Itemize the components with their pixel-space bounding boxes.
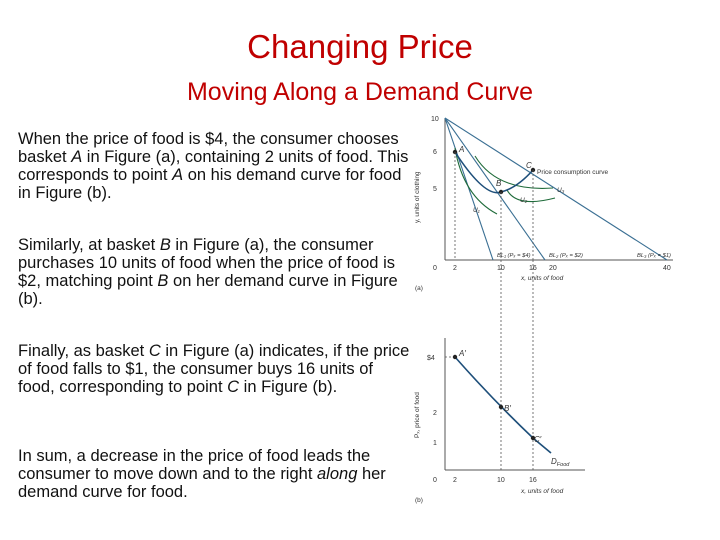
point-a-prime: [452, 354, 458, 360]
fig-b-x-tick: 2: [453, 477, 457, 484]
figure-b: $4 2 1 Pₓ, price of food A′ B′ C′ DFood …: [414, 338, 585, 504]
point-b-prime-label: B′: [504, 404, 511, 413]
budget-line-2: [444, 117, 546, 261]
point-b-prime: [498, 404, 504, 410]
paragraph-text: Finally, as basket: [18, 342, 149, 360]
paragraph-text: When the price of food is $4, the consum…: [18, 130, 399, 166]
paragraph-italic-text: along: [317, 465, 358, 483]
paragraph-text: on her demand curve in Figure (b).: [18, 272, 398, 308]
fig-a-x-tick: 20: [549, 265, 557, 272]
fig-b-y-tick: 2: [433, 410, 437, 417]
paragraph-text: in Figure (a), the consumer purchases 10…: [18, 236, 395, 290]
budget-line-1: [444, 117, 494, 261]
fig-b-x-axis-label: x, units of food: [520, 488, 564, 495]
paragraph-italic-text: B: [157, 272, 169, 290]
fig-a-x-tick: 2: [453, 265, 457, 272]
paragraph-text: In sum, a decrease in the price of food …: [18, 447, 371, 483]
fig-a-y-tick: 6: [433, 149, 437, 156]
paragraph-price-1: Finally, as basket C in Figure (a) indic…: [18, 342, 410, 396]
u3-label: U₃: [557, 187, 565, 194]
indifference-curve-u1: [454, 147, 498, 215]
paragraph-text: in Figure (a) indicates, if the price of…: [18, 342, 410, 396]
fig-b-x-tick: 10: [497, 477, 505, 484]
point-c-label: C: [526, 161, 532, 170]
budget-line-3: [444, 117, 668, 261]
point-c-prime: [530, 435, 536, 441]
demand-derivation-figure: 10 6 5 y, units of clothing A B C Price …: [414, 116, 673, 504]
fig-a-y-tick: 5: [433, 186, 437, 193]
fig-a-x-tick: 0: [433, 265, 437, 272]
demand-label: DFood: [551, 457, 570, 468]
slide-title: Changing Price: [247, 28, 473, 65]
paragraph-text: Similarly, at basket: [18, 236, 160, 254]
point-b-label: B: [496, 179, 502, 188]
fig-b-x-tick: 0: [433, 477, 437, 484]
budget-label-3: BL₃ (Pₓ = $1): [637, 253, 671, 259]
paragraph-italic-text: C: [148, 342, 161, 360]
demand-curve: [454, 356, 552, 454]
fig-b-y-tick: $4: [427, 355, 435, 362]
paragraph-italic-text: A: [172, 166, 184, 184]
u2-label: U₂: [520, 197, 528, 204]
slide-subtitle: Moving Along a Demand Curve: [186, 78, 534, 106]
paragraph-text: in Figure (b).: [239, 378, 338, 396]
point-a-prime-label: A′: [458, 349, 466, 358]
point-a-label: A: [458, 145, 464, 154]
fig-a-y-axis-label: y, units of clothing: [414, 171, 421, 223]
fig-b-y-axis-label: Pₓ, price of food: [414, 392, 421, 438]
fig-a-x-tick: 40: [663, 265, 671, 272]
fig-a-panel-label: (a): [415, 285, 423, 292]
paragraph-price-4: When the price of food is $4, the consum…: [18, 130, 410, 202]
paragraph-text: on his demand curve for food in Figure (…: [18, 166, 402, 202]
paragraph-text: in Figure (a), containing 2 units of foo…: [18, 148, 409, 184]
paragraph-price-2: Similarly, at basket B in Figure (a), th…: [18, 236, 410, 308]
fig-a-y-tick: 10: [431, 116, 439, 123]
u1-label: U₁: [473, 207, 480, 214]
budget-label-1: BL₁ (Pₓ = $4): [497, 253, 531, 259]
fig-a-x-axis-label: x, units of food: [520, 275, 564, 282]
indifference-curve-u3: [506, 189, 556, 203]
paragraph-italic-text: B: [159, 236, 171, 254]
fig-b-x-tick: 16: [529, 477, 537, 484]
point-c-prime-label: C′: [534, 435, 542, 444]
indifference-curve-u2: [474, 155, 554, 189]
fig-b-y-tick: 1: [433, 440, 437, 447]
budget-label-2: BL₂ (Pₓ = $2): [549, 253, 583, 259]
paragraph-summary: In sum, a decrease in the price of food …: [18, 447, 410, 501]
figure-a: 10 6 5 y, units of clothing A B C Price …: [414, 116, 673, 292]
paragraph-text: her demand curve for food.: [18, 465, 386, 501]
paragraph-italic-text: C: [227, 378, 240, 396]
fig-b-panel-label: (b): [415, 497, 423, 504]
paragraph-italic-text: A: [71, 148, 83, 166]
pcc-label: Price consumption curve: [537, 169, 609, 176]
